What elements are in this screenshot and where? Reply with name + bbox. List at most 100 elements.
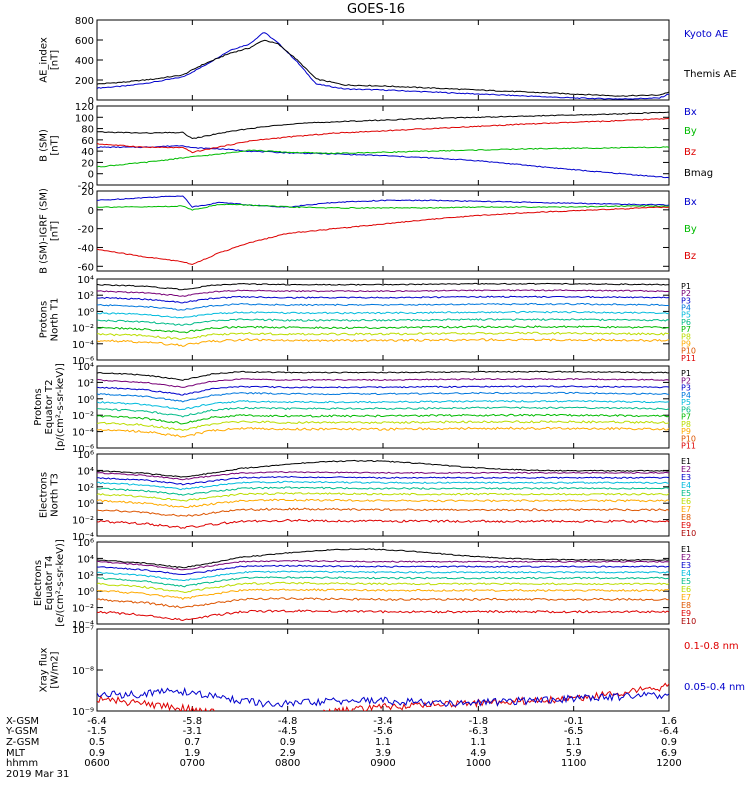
ephem-value: -1.8	[469, 716, 489, 727]
legend-entry: Bz	[684, 251, 696, 262]
channel-p7	[97, 325, 669, 334]
channel-label-p9: P9	[681, 427, 691, 436]
y-tick-label: 600	[75, 36, 94, 47]
ephem-value: 0.9	[280, 737, 296, 748]
y-axis-label: B (SM)-IGRF (SM)	[39, 188, 50, 274]
y-axis-label: Equator T2	[44, 380, 55, 435]
channel-e4	[97, 570, 669, 581]
ephem-value: 1.6	[661, 716, 677, 727]
y-tick-label: 10⁰	[77, 307, 94, 318]
y-axis-label: Equator T4	[44, 556, 55, 611]
ephem-value: 1.1	[566, 737, 582, 748]
panel-bigrf: -60 -40 -20 0 20 B (SM)-IGRF (SM) [nT] Bx By Bz	[39, 187, 697, 274]
ephem-value: 0600	[84, 758, 109, 769]
y-axis-label: [W/m2]	[50, 651, 61, 688]
y-tick-label: 120	[75, 102, 94, 113]
channel-label-p1: P1	[681, 369, 691, 378]
channel-e4	[97, 480, 669, 491]
ephem-value: -6.4	[659, 726, 679, 737]
channel-p2	[97, 289, 669, 297]
y-tick-label: 200	[75, 76, 94, 87]
channel-label-p9: P9	[681, 339, 691, 348]
y-axis-label: B (SM)	[39, 129, 50, 162]
ephem-value: 0800	[275, 758, 300, 769]
channel-e5	[97, 486, 669, 496]
series-bz	[97, 206, 669, 266]
ephem-value: 0.9	[661, 737, 677, 748]
date-label: 2019 Mar 31	[6, 769, 69, 780]
ephem-value: -3.1	[183, 726, 203, 737]
y-tick-label: 10⁻²	[72, 516, 94, 527]
y-tick-label: 10⁶	[77, 450, 94, 461]
channel-label-p11: P11	[681, 354, 696, 363]
y-tick-label: -40	[78, 243, 94, 254]
channel-p6	[97, 406, 669, 418]
y-tick-label: 10⁴	[77, 466, 94, 477]
series-0-05-0-4-nm	[97, 686, 669, 708]
y-tick-label: 100	[75, 113, 94, 124]
ephem-row-label: hhmm	[6, 758, 38, 769]
y-tick-label: 10⁴	[77, 362, 94, 373]
channel-e6	[97, 581, 669, 594]
channel-label-p5: P5	[681, 398, 691, 407]
channel-label-e9: E9	[681, 609, 691, 618]
y-axis-label: Protons	[33, 388, 44, 425]
legend-entry: 0.05-0.4 nm	[684, 682, 745, 693]
legend-entry: Bx	[684, 197, 697, 208]
ephem-value: 0900	[370, 758, 395, 769]
channel-p3	[97, 295, 669, 304]
y-axis-label: North T1	[50, 298, 61, 342]
series-by	[97, 146, 669, 168]
channel-e2	[97, 471, 669, 481]
y-tick-label: 60	[81, 136, 94, 147]
y-tick-label: 10⁻⁴	[72, 428, 94, 439]
ephem-value: -3.4	[373, 716, 393, 727]
channel-p1	[97, 370, 669, 381]
channel-label-e8: E8	[681, 513, 691, 522]
channel-p6	[97, 318, 669, 326]
channel-label-p5: P5	[681, 311, 691, 320]
channel-label-p10: P10	[681, 347, 696, 356]
y-tick-label: 10⁻⁶	[72, 444, 94, 455]
channel-label-p10: P10	[681, 434, 696, 443]
legend-entry: Bmag	[684, 168, 713, 179]
channel-label-p7: P7	[681, 413, 691, 422]
y-tick-label: 400	[75, 56, 94, 67]
y-tick-label: 20	[81, 187, 94, 198]
y-axis-label: North T3	[50, 473, 61, 517]
series-kyoto-ae	[97, 32, 669, 100]
channel-label-p8: P8	[681, 332, 691, 341]
channel-label-e1: E1	[681, 457, 691, 466]
y-tick-label: 0	[88, 170, 94, 181]
channel-label-e9: E9	[681, 521, 691, 530]
channel-label-e10: E10	[681, 617, 696, 626]
legend-entry: Bx	[684, 107, 697, 118]
ephem-value: 5.9	[566, 748, 582, 759]
y-tick-label: 10²	[77, 483, 94, 494]
y-tick-label: 10²	[77, 291, 94, 302]
y-tick-label: 10⁻⁶	[72, 356, 94, 367]
series-by	[97, 203, 669, 211]
channel-e3	[97, 475, 669, 486]
figure-title: GOES-16	[347, 2, 405, 17]
channel-e7	[97, 588, 669, 600]
panel-pe: 10⁻⁶ 10⁻⁴ 10⁻² 10⁰ 10² 10⁴ Protons Equator T2 [p…	[33, 362, 696, 455]
channel-label-p3: P3	[681, 296, 691, 305]
channel-e1	[97, 459, 669, 478]
ephem-value: 2.9	[280, 748, 296, 759]
y-tick-label: 10⁻²	[72, 604, 94, 615]
y-tick-label: 40	[81, 147, 94, 158]
legend-entry: By	[684, 126, 697, 137]
channel-p1	[97, 282, 669, 291]
channel-label-e6: E6	[681, 497, 691, 506]
channel-label-e4: E4	[681, 481, 691, 490]
y-tick-label: 10⁻⁴	[72, 532, 94, 543]
y-tick-label: 10⁴	[77, 275, 94, 286]
channel-label-p2: P2	[681, 376, 691, 385]
y-tick-label: 10⁰	[77, 499, 94, 510]
y-tick-label: 10²	[77, 571, 94, 582]
y-axis-label: Electrons	[33, 560, 44, 606]
legend-entry: Themis AE	[683, 69, 737, 80]
